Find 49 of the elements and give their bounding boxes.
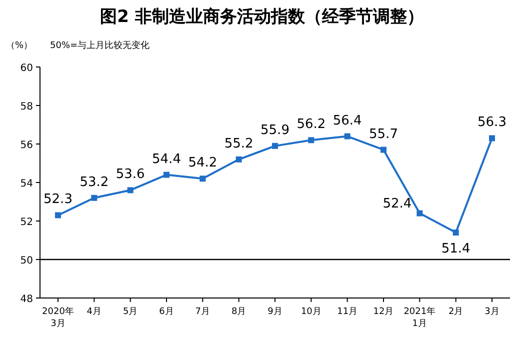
data-label: 56.4: [332, 113, 362, 128]
x-tick-label: 10月: [300, 307, 322, 317]
point: [164, 172, 170, 178]
point: [308, 137, 314, 144]
point: [272, 142, 278, 149]
y-tick-label: 48: [20, 294, 33, 305]
text: 50%=与上月比较无变化: [50, 40, 150, 51]
data-label: 55.9: [260, 122, 290, 138]
y-tick-label: 56: [20, 140, 33, 151]
x-tick-label: 2021年 1月: [404, 306, 436, 329]
data-label: 52.4: [382, 196, 412, 212]
point: [344, 133, 350, 140]
x-tick-label: 12月: [373, 307, 394, 317]
point: [91, 194, 98, 201]
point: [380, 146, 386, 153]
x-tick-label: 3月: [484, 307, 500, 317]
data-label: 54.2: [188, 156, 218, 171]
y-axis-title: （%）: [6, 41, 33, 51]
x-tick-label: 7月: [195, 307, 210, 317]
data-label: 56.3: [478, 115, 506, 130]
x-tick-label: 2月: [448, 307, 464, 317]
data-label: 51.4: [441, 242, 470, 257]
x-tick-label: 5月: [122, 307, 138, 317]
point: [416, 210, 423, 216]
point: [452, 230, 459, 236]
x-tick-label: 2020年 3月: [42, 306, 74, 329]
x-tick-label: 4月: [86, 307, 102, 317]
data-label: 53.2: [80, 174, 109, 190]
y-tick-label: 54: [20, 178, 33, 190]
data-label: 56.2: [296, 117, 326, 132]
point: [127, 187, 134, 194]
x-tick-label: 6月: [159, 307, 174, 317]
data-label: 52.3: [44, 192, 72, 208]
data-label: 54.4: [152, 152, 181, 167]
y-tick-label: 58: [20, 102, 33, 112]
data-label: 55.7: [369, 126, 398, 142]
y-tick-label: 52: [20, 217, 33, 228]
data-label: 55.2: [224, 136, 254, 152]
x-tick-label: 8月: [231, 307, 246, 317]
data-label: 53.6: [116, 167, 145, 182]
chart-title: 图2 非制造业商务活动指数（经季节调整）: [100, 7, 424, 27]
y-tick-label: 60: [20, 63, 33, 74]
y-tick-label: 50: [20, 256, 33, 266]
x-tick-label: 11月: [337, 307, 358, 317]
point: [489, 135, 495, 142]
point: [236, 156, 242, 162]
point: [200, 176, 206, 182]
x-tick-label: 9月: [268, 307, 282, 317]
point: [55, 212, 61, 218]
